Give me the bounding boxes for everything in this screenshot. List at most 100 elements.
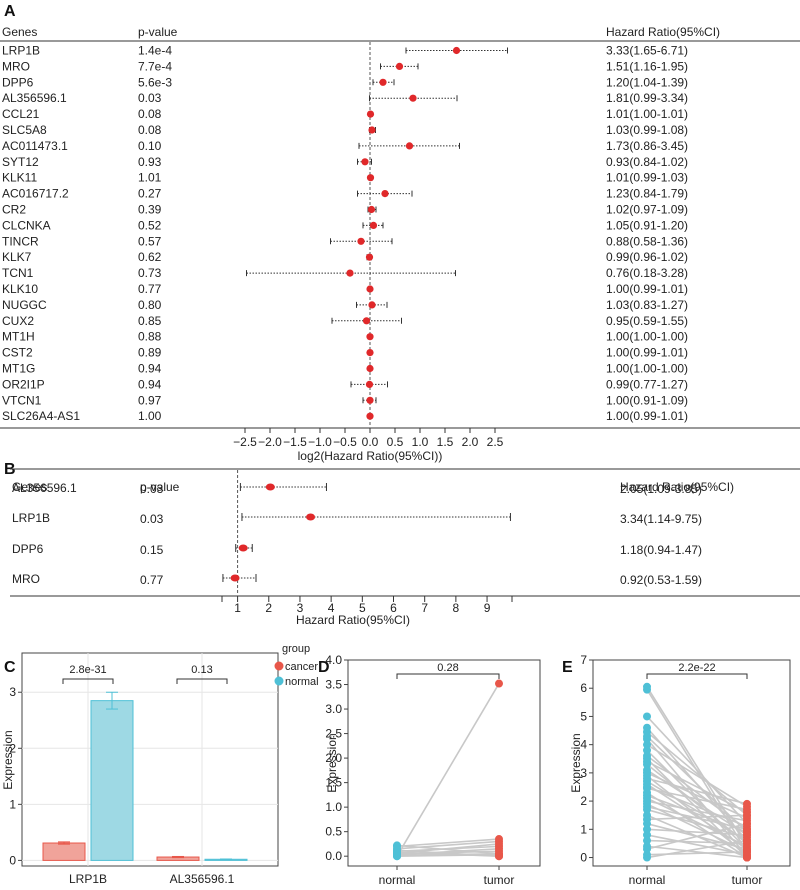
pair-line (646, 839, 748, 859)
estimate-point (366, 412, 374, 420)
gene-label: CUX2 (2, 314, 34, 328)
hr-label: 1.51(1.16-1.95) (606, 59, 688, 73)
normal-point (643, 712, 651, 721)
y-tick-label: 2.0 (325, 751, 342, 765)
y-tick-label: 0 (580, 851, 587, 865)
estimate-point (365, 380, 374, 388)
normal-point (643, 760, 651, 769)
hr-label: 0.95(0.59-1.55) (606, 314, 688, 328)
x-tick-label: −1.5 (283, 435, 307, 449)
x-tick-label: 3 (297, 601, 304, 615)
pair-line (646, 777, 748, 805)
hr-label: 1.73(0.86-3.45) (606, 139, 688, 153)
header-pvalue: p-value (138, 25, 178, 39)
pvalue-label: 0.94 (138, 377, 162, 391)
gene-label: MT1G (2, 362, 35, 376)
pair-line (396, 683, 500, 857)
tumor-point (495, 839, 503, 848)
gene-label: NUGGC (2, 298, 47, 312)
estimate-point (361, 158, 369, 166)
gene-label: SYT12 (2, 155, 39, 169)
legend-title: group (282, 643, 310, 655)
x-tick-label: −1.0 (308, 435, 332, 449)
y-axis-title: Expression (569, 733, 583, 792)
pvalue-label: 0.39 (138, 203, 162, 217)
gene-label: DPP6 (2, 75, 34, 89)
hr-label: 1.00(1.00-1.00) (606, 330, 688, 344)
normal-point (643, 845, 651, 854)
estimate-point (379, 78, 387, 86)
legend-label-cancer: cancer (285, 661, 318, 673)
estimate-point (366, 333, 374, 341)
tumor-point (495, 849, 503, 858)
x-axis-title: Hazard Ratio(95%CI) (296, 613, 410, 627)
x-tick-label: −2.0 (258, 435, 282, 449)
y-tick-label: 2 (9, 741, 16, 755)
y-axis-title: Expression (325, 733, 339, 792)
pair-line (646, 775, 748, 856)
hr-label: 1.05(0.91-1.20) (606, 218, 688, 232)
pvalue-label: 1.01 (138, 171, 162, 185)
gene-label: OR2I1P (2, 377, 45, 391)
x-tick-label: AL356596.1 (170, 872, 235, 885)
y-tick-label: 5 (580, 709, 587, 723)
pair-line (646, 808, 748, 839)
x-tick-label: 1.5 (437, 435, 454, 449)
pvalue-annotation: 0.13 (191, 664, 212, 676)
gene-label: KLK11 (2, 171, 37, 185)
pair-line (396, 848, 500, 856)
legend-swatch-cancer (274, 661, 284, 671)
estimate-point (368, 301, 376, 309)
y-tick-label: 2 (580, 794, 587, 808)
estimate-point (366, 349, 374, 357)
x-tick-label: 9 (484, 601, 491, 615)
tumor-point (743, 825, 751, 834)
gene-label: CLCNKA (2, 218, 51, 232)
pvalue-label: 0.89 (138, 346, 162, 360)
pvalue-label: 0.52 (138, 218, 162, 232)
gene-label: CCL21 (2, 107, 40, 121)
hr-label: 1.18(0.94-1.47) (620, 543, 702, 557)
x-axis-title: log2(Hazard Ratio(95%CI)) (298, 449, 443, 463)
gene-label: AC016717.2 (2, 187, 69, 201)
pair-line (646, 786, 748, 828)
hr-label: 2.05(1.09-3.85) (620, 482, 702, 496)
estimate-point (381, 190, 389, 198)
y-tick-label: 3.0 (325, 702, 342, 716)
x-tick-label: 0.0 (362, 435, 379, 449)
estimate-point (366, 364, 374, 373)
estimate-point (395, 62, 404, 70)
hr-label: 3.33(1.65-6.71) (606, 44, 688, 58)
y-tick-label: 3.5 (325, 678, 342, 692)
hr-label: 1.01(0.99-1.03) (606, 171, 688, 185)
header-pvalue: p-value (140, 480, 180, 494)
pvalue-label: 5.6e-3 (138, 75, 172, 89)
tumor-point (743, 853, 751, 862)
x-tick-label: −2.5 (233, 435, 257, 449)
x-tick-label: 4 (328, 601, 335, 615)
panel-letter-a: A (4, 3, 16, 20)
tumor-point (495, 679, 503, 688)
pvalue-label: 0.93 (138, 155, 162, 169)
x-tick-label: 1.0 (412, 435, 429, 449)
pair-line (646, 822, 748, 850)
pvalue-label: 0.88 (138, 330, 162, 344)
pair-line (646, 828, 748, 836)
normal-point (643, 853, 651, 862)
pvalue-annotation: 2.2e-22 (678, 662, 715, 674)
normal-point (393, 849, 401, 858)
y-tick-label: 4 (580, 738, 587, 752)
x-tick-label: tumor (484, 873, 515, 885)
x-tick-label: −0.5 (333, 435, 357, 449)
bar-normal (90, 700, 134, 861)
pair-line (646, 743, 748, 808)
pvalue-label: 0.03 (140, 512, 164, 526)
y-tick-label: 0.5 (325, 825, 342, 839)
hr-label: 1.03(0.99-1.08) (606, 123, 688, 137)
header-genes: Genes (2, 25, 37, 39)
plot-frame (347, 659, 541, 867)
significance-bracket (176, 678, 228, 684)
pair-line (396, 840, 500, 850)
gene-label: KLK10 (2, 282, 38, 296)
